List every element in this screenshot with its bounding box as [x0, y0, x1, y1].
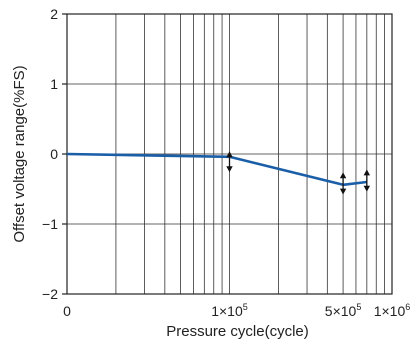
x-tick-label: 5×105: [325, 302, 362, 319]
range-markers: [226, 151, 371, 195]
y-tick-label: 2: [50, 6, 58, 22]
range-arrow: [363, 169, 371, 192]
range-arrow-head-up: [339, 172, 347, 179]
range-arrow-head-down: [226, 166, 233, 173]
range-arrow: [339, 172, 347, 195]
x-tick-label: 1×106: [374, 302, 411, 319]
y-axis-ticks: 2 1 0 −1 −2: [42, 6, 67, 302]
y-axis-label: Offset voltage range(%FS): [11, 65, 28, 242]
range-arrow: [226, 151, 233, 173]
y-tick-label: −1: [42, 216, 58, 232]
data-series: [66, 152, 367, 187]
range-arrow-head-up: [363, 169, 371, 176]
y-tick-label: −2: [42, 286, 58, 302]
x-tick-label: 0: [63, 303, 71, 319]
range-arrow-head-up: [226, 151, 233, 158]
range-arrow-head-down: [339, 188, 347, 195]
y-tick-label: 1: [50, 76, 58, 92]
range-arrow-head-down: [363, 185, 371, 192]
y-tick-label: 0: [50, 146, 58, 162]
x-axis-label: Pressure cycle(cycle): [166, 323, 309, 340]
x-axis-ticks: 0 1×105 5×105 1×106: [63, 302, 410, 319]
x-tick-label: 1×105: [211, 302, 248, 319]
series-line: [66, 152, 367, 187]
